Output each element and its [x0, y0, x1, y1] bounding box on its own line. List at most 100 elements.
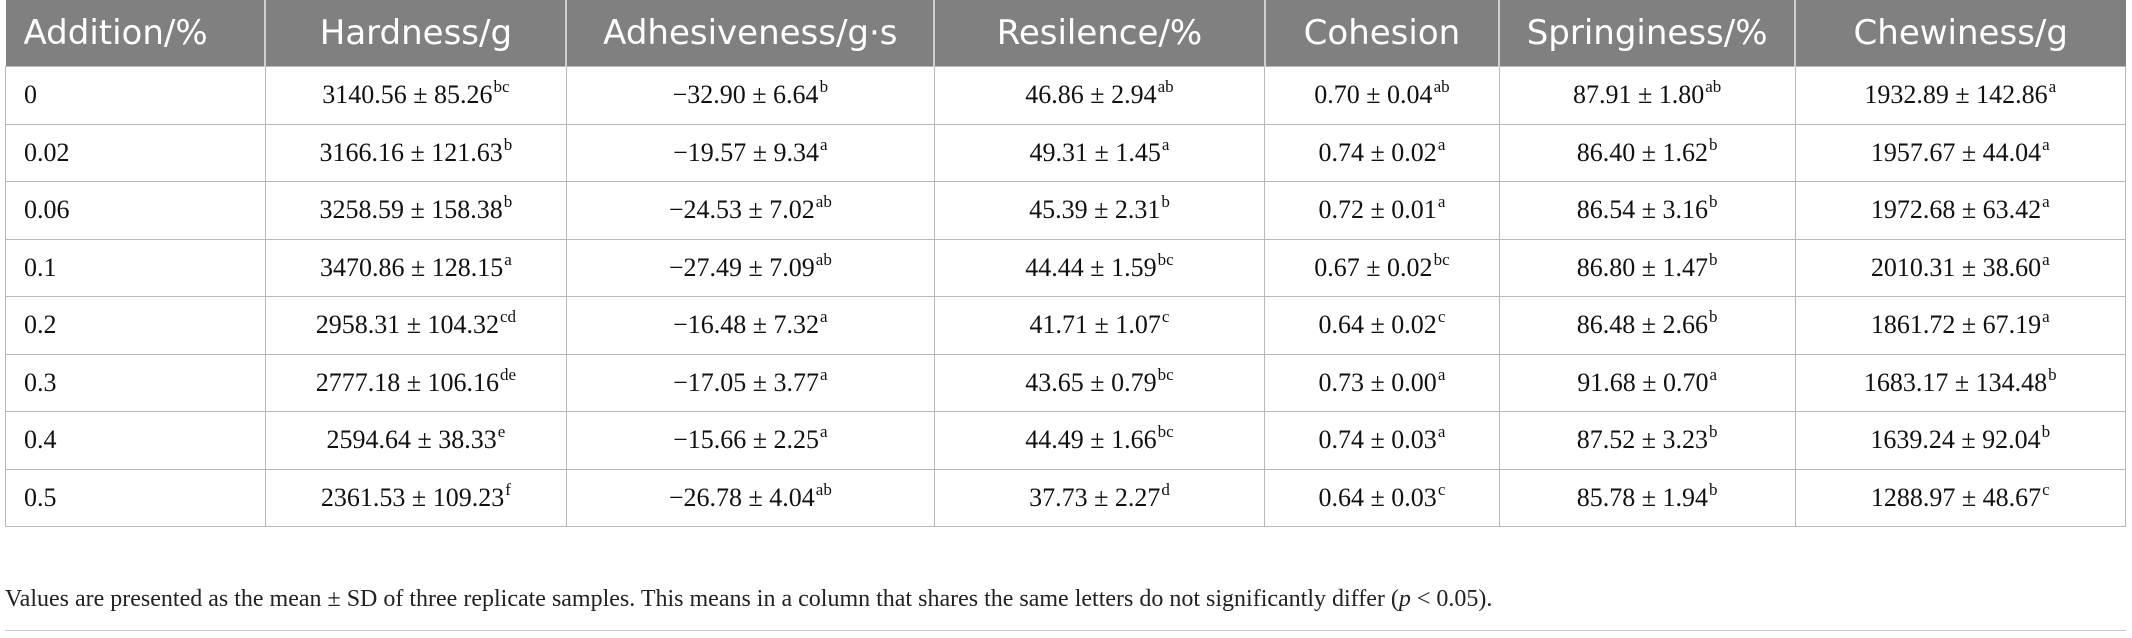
table-row: 0.06 3258.59 ± 158.38b −24.53 ± 7.02ab 4… — [5, 181, 2127, 240]
cell-value: 2777.18 ± 106.16 — [315, 367, 500, 397]
cell-value: −17.05 ± 3.77 — [673, 367, 820, 397]
cell-springiness: 87.52 ± 3.23b — [1498, 411, 1796, 470]
significance-letter: c — [2042, 479, 2050, 499]
cell-value: 1288.97 ± 48.67 — [1870, 482, 2042, 512]
cell-hardness: 3470.86 ± 128.15a — [264, 239, 567, 297]
cell-value: −27.49 ± 7.09 — [668, 252, 815, 282]
footnote-p-symbol: p — [1398, 586, 1411, 612]
significance-letter: bc — [1157, 422, 1174, 442]
significance-letter: b — [1709, 249, 1718, 269]
header-adhesiveness: Adhesiveness/g·s — [565, 0, 935, 67]
cell-value: 0.72 ± 0.01 — [1318, 195, 1437, 225]
cell-chewiness: 1957.67 ± 44.04a — [1794, 124, 2127, 182]
cell-adhesiveness: −26.78 ± 4.04ab — [565, 469, 935, 527]
significance-letter: de — [500, 364, 517, 384]
cell-value: 3258.59 ± 158.38 — [319, 195, 503, 225]
significance-letter: ab — [1157, 77, 1174, 97]
significance-letter: b — [1161, 192, 1170, 212]
cell-hardness: 2777.18 ± 106.16de — [264, 354, 567, 412]
cell-adhesiveness: −32.90 ± 6.64b — [565, 66, 935, 125]
significance-letter: c — [1161, 307, 1170, 327]
significance-letter: e — [497, 422, 506, 442]
cell-value: 2010.31 ± 38.60 — [1870, 252, 2042, 282]
cell-cohesion: 0.74 ± 0.02a — [1264, 124, 1500, 182]
cell-adhesiveness: −19.57 ± 9.34a — [565, 124, 935, 182]
significance-letter: a — [2042, 192, 2050, 212]
data-table-container: Addition/% Hardness/g Adhesiveness/g·s R… — [5, 0, 2127, 527]
cell-hardness: 2361.53 ± 109.23f — [264, 469, 567, 527]
significance-letter: f — [505, 479, 511, 499]
significance-letter: cd — [500, 307, 517, 327]
footnote-text-before: Values are presented as the mean ± SD of… — [5, 586, 1399, 612]
cell-value: 87.52 ± 3.23 — [1576, 425, 1708, 455]
table-row: 0.2 2958.31 ± 104.32cd −16.48 ± 7.32a 41… — [5, 296, 2127, 355]
significance-letter: a — [1437, 422, 1446, 442]
significance-letter: ab — [815, 192, 832, 212]
significance-letter: b — [503, 134, 513, 154]
significance-letter: a — [820, 422, 828, 442]
cell-addition: 0.06 — [5, 181, 266, 240]
cell-springiness: 86.40 ± 1.62b — [1498, 124, 1796, 182]
cell-value: 86.40 ± 1.62 — [1576, 137, 1708, 167]
significance-letter: b — [1709, 479, 1718, 499]
cell-value: −24.53 ± 7.02 — [668, 195, 815, 225]
cell-addition: 0.5 — [5, 469, 266, 527]
cell-springiness: 86.54 ± 3.16b — [1498, 181, 1796, 240]
cell-springiness: 86.80 ± 1.47b — [1498, 239, 1796, 297]
significance-letter: a — [1437, 134, 1446, 154]
significance-letter: a — [2042, 249, 2050, 269]
cell-adhesiveness: −24.53 ± 7.02ab — [565, 181, 935, 240]
cell-value: 3166.16 ± 121.63 — [319, 137, 503, 167]
table-row: 0.1 3470.86 ± 128.15a −27.49 ± 7.09ab 44… — [5, 239, 2127, 297]
cell-value: 41.71 ± 1.07 — [1029, 310, 1161, 340]
significance-letter: a — [2042, 307, 2050, 327]
cell-springiness: 86.48 ± 2.66b — [1498, 296, 1796, 355]
cell-value: 87.91 ± 1.80 — [1572, 80, 1705, 110]
cell-value: 1861.72 ± 67.19 — [1870, 310, 2042, 340]
cell-value: 2958.31 ± 104.32 — [315, 310, 500, 340]
cell-hardness: 2958.31 ± 104.32cd — [264, 296, 567, 355]
cell-resilence: 41.71 ± 1.07c — [933, 296, 1265, 355]
cell-chewiness: 2010.31 ± 38.60a — [1794, 239, 2127, 297]
cell-resilence: 46.86 ± 2.94ab — [933, 66, 1265, 125]
cell-value: 3470.86 ± 128.15 — [319, 252, 504, 282]
table-row: 0 3140.56 ± 85.26bc −32.90 ± 6.64b 46.86… — [5, 66, 2127, 125]
cell-value: 1639.24 ± 92.04 — [1870, 425, 2041, 455]
bottom-divider — [5, 630, 2126, 631]
cell-cohesion: 0.67 ± 0.02bc — [1264, 239, 1500, 297]
header-hardness: Hardness/g — [264, 0, 567, 67]
cell-value: 1957.67 ± 44.04 — [1870, 137, 2042, 167]
header-springiness: Springiness/% — [1498, 0, 1796, 67]
significance-letter: a — [504, 249, 512, 269]
significance-letter: a — [820, 307, 828, 327]
significance-letter: bc — [1157, 364, 1174, 384]
cell-value: 0.67 ± 0.02 — [1314, 252, 1433, 282]
cell-cohesion: 0.64 ± 0.03c — [1264, 469, 1500, 527]
cell-value: 1932.89 ± 142.86 — [1864, 80, 2048, 110]
significance-letter: a — [820, 364, 828, 384]
cell-hardness: 3258.59 ± 158.38b — [264, 181, 567, 240]
cell-cohesion: 0.64 ± 0.02c — [1264, 296, 1500, 355]
cell-value: −15.66 ± 2.25 — [673, 425, 820, 455]
cell-value: 2361.53 ± 109.23 — [320, 482, 505, 512]
cell-value: 86.54 ± 3.16 — [1576, 195, 1708, 225]
cell-chewiness: 1932.89 ± 142.86a — [1794, 66, 2127, 125]
cell-adhesiveness: −27.49 ± 7.09ab — [565, 239, 935, 297]
significance-letter: b — [2041, 422, 2051, 442]
cell-springiness: 91.68 ± 0.70a — [1498, 354, 1796, 412]
cell-resilence: 44.44 ± 1.59bc — [933, 239, 1265, 297]
header-addition: Addition/% — [5, 0, 266, 67]
cell-value: 44.44 ± 1.59 — [1025, 252, 1157, 282]
cell-value: −32.90 ± 6.64 — [672, 80, 819, 110]
cell-value: 37.73 ± 2.27 — [1029, 482, 1161, 512]
header-resilence: Resilence/% — [933, 0, 1265, 67]
cell-value: 0.74 ± 0.03 — [1318, 425, 1437, 455]
cell-value: 43.65 ± 0.79 — [1025, 367, 1157, 397]
cell-value: 0.64 ± 0.03 — [1318, 482, 1437, 512]
cell-chewiness: 1861.72 ± 67.19a — [1794, 296, 2127, 355]
cell-cohesion: 0.70 ± 0.04ab — [1264, 66, 1500, 125]
table-row: 0.3 2777.18 ± 106.16de −17.05 ± 3.77a 43… — [5, 354, 2127, 412]
cell-value: 49.31 ± 1.45 — [1029, 137, 1161, 167]
cell-cohesion: 0.73 ± 0.00a — [1264, 354, 1500, 412]
table-footnote: Values are presented as the mean ± SD of… — [5, 586, 1492, 613]
